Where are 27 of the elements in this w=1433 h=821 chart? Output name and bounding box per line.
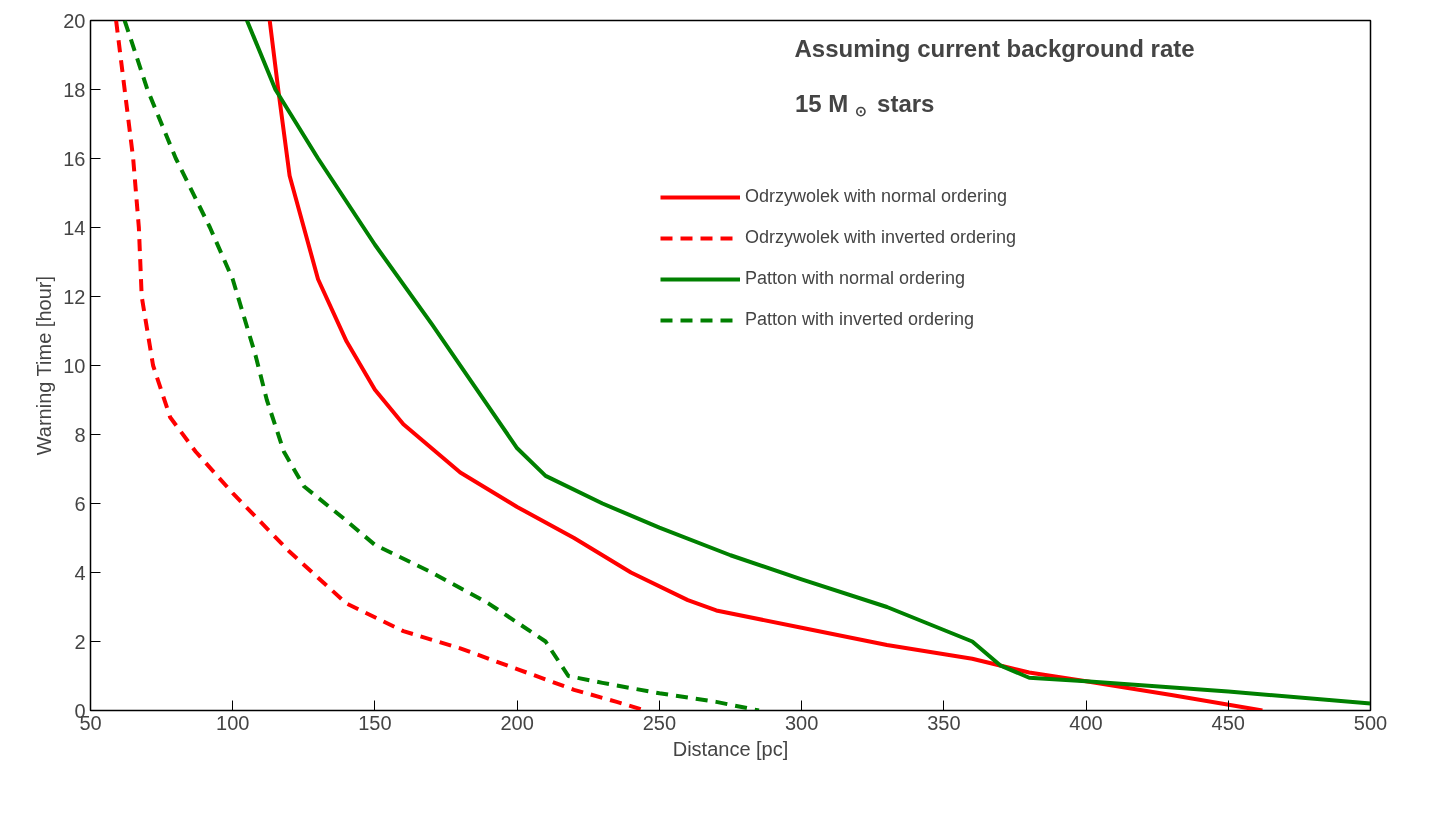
legend-label: Odrzywolek with inverted ordering <box>745 227 1017 248</box>
y-tick-label: 8 <box>74 423 86 446</box>
y-tick-label: 20 <box>63 9 86 32</box>
x-tick-label: 100 <box>216 711 250 734</box>
x-tick-label: 300 <box>784 711 819 734</box>
x-tick-label: 400 <box>1069 711 1103 734</box>
x-tick-label: 250 <box>642 711 677 734</box>
y-tick-label: 10 <box>63 354 86 377</box>
x-axis-title: Distance [pc] <box>672 737 789 760</box>
x-tick-label: 450 <box>1211 711 1245 734</box>
y-tick-label: 16 <box>63 147 86 170</box>
annotation: 15 M⊙ stars <box>794 89 935 120</box>
x-tick-label: 500 <box>1353 711 1388 734</box>
y-tick-label: 12 <box>63 285 86 308</box>
x-tick-label: 200 <box>500 711 534 734</box>
y-tick-label: 14 <box>63 216 86 239</box>
legend-label: Patton with inverted ordering <box>745 309 975 330</box>
y-tick-label: 4 <box>74 561 86 584</box>
legend-label: Odrzywolek with normal ordering <box>745 186 1008 207</box>
y-tick-label: 18 <box>63 78 86 101</box>
annotation: Assuming current background rate <box>794 34 1195 62</box>
x-tick-label: 350 <box>927 711 961 734</box>
y-axis-title: Warning Time [hour] <box>33 276 56 456</box>
x-tick-label: 150 <box>358 711 392 734</box>
y-tick-label: 6 <box>74 492 86 515</box>
y-tick-label: 2 <box>74 630 86 653</box>
legend-label: Patton with normal ordering <box>745 268 966 289</box>
